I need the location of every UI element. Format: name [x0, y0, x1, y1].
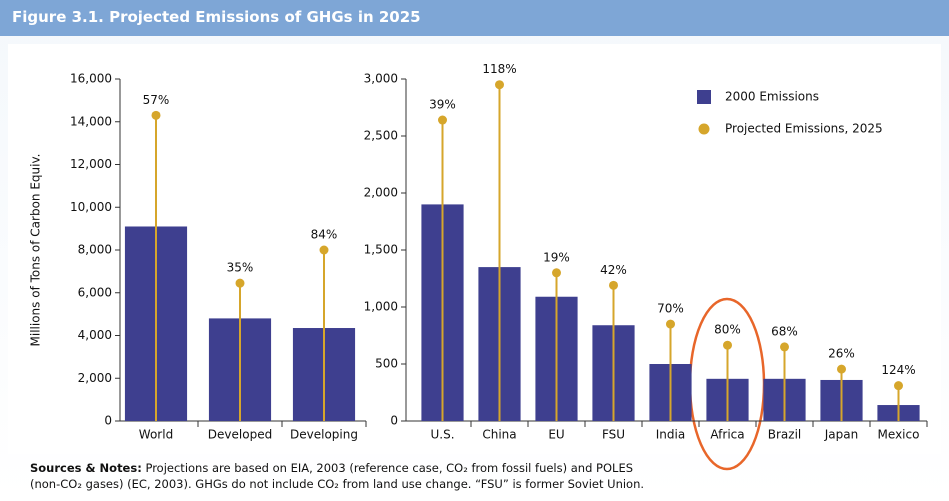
lollipop-dot: [438, 115, 447, 125]
legend-label: Projected Emissions, 2025: [725, 122, 883, 136]
lollipop-dot: [319, 245, 329, 255]
figure-title: Figure 3.1. Projected Emissions of GHGs …: [12, 8, 421, 26]
y-tick-label: 0: [104, 414, 112, 428]
legend-label: 2000 Emissions: [725, 90, 819, 104]
growth-label: 118%: [482, 62, 516, 76]
notes-line: Projections are based on EIA, 2003 (refe…: [145, 461, 634, 475]
x-tick-label: EU: [548, 428, 564, 442]
growth-label: 124%: [881, 363, 915, 377]
notes-label: Sources & Notes:: [30, 461, 142, 475]
growth-label: 26%: [828, 347, 855, 361]
x-tick-label: U.S.: [430, 428, 454, 442]
y-tick-label: 12,000: [70, 157, 112, 171]
lollipop-dot: [151, 110, 161, 120]
x-tick-label: FSU: [602, 428, 625, 442]
legend-swatch: [697, 90, 711, 104]
y-tick-label: 14,000: [70, 114, 112, 128]
y-tick-label: 2,000: [364, 186, 398, 200]
y-tick-label: 6,000: [78, 285, 112, 299]
x-tick-label: Japan: [824, 428, 858, 442]
y-tick-label: 500: [375, 357, 398, 371]
lollipop-dot: [495, 80, 504, 90]
growth-label: 19%: [543, 250, 570, 264]
legend-swatch: [698, 123, 710, 135]
lollipop-dot: [837, 364, 846, 374]
x-tick-label: Africa: [710, 428, 744, 442]
x-tick-label: China: [482, 428, 516, 442]
lollipop-dot: [552, 268, 561, 278]
growth-label: 57%: [143, 93, 170, 107]
notes: Sources & Notes: Projections are based o…: [30, 460, 930, 492]
x-tick-label: Brazil: [768, 428, 802, 442]
banner: Figure 3.1. Projected Emissions of GHGs …: [0, 0, 949, 36]
y-tick-label: 2,500: [364, 129, 398, 143]
y-tick-label: 1,000: [364, 300, 398, 314]
x-tick-label: Mexico: [878, 428, 920, 442]
lollipop-dot: [666, 319, 675, 329]
lollipop-dot: [235, 278, 245, 288]
y-tick-label: 2,000: [78, 371, 112, 385]
notes-line: (non-CO₂ gases) (EC, 2003). GHGs do not …: [30, 477, 645, 491]
x-tick-label: India: [656, 428, 685, 442]
lollipop-dot: [609, 280, 618, 290]
lollipop-dot: [894, 381, 903, 391]
lollipop-dot: [780, 342, 789, 352]
growth-label: 39%: [429, 98, 456, 112]
y-tick-label: 8,000: [78, 243, 112, 257]
growth-label: 84%: [311, 228, 338, 242]
growth-label: 80%: [714, 323, 741, 337]
growth-label: 35%: [227, 261, 254, 275]
y-axis-label: Millions of Tons of Carbon Equiv.: [29, 154, 43, 347]
y-tick-label: 4,000: [78, 328, 112, 342]
x-tick-label: Developed: [208, 428, 272, 442]
growth-label: 42%: [600, 263, 627, 277]
y-tick-label: 16,000: [70, 72, 112, 86]
y-tick-label: 1,500: [364, 243, 398, 257]
growth-label: 68%: [771, 324, 798, 338]
y-tick-label: 10,000: [70, 200, 112, 214]
y-tick-label: 0: [390, 414, 398, 428]
x-tick-label: World: [139, 428, 173, 442]
y-tick-label: 3,000: [364, 72, 398, 86]
growth-label: 70%: [657, 302, 684, 316]
lollipop-dot: [723, 340, 732, 350]
x-tick-label: Developing: [290, 428, 358, 442]
